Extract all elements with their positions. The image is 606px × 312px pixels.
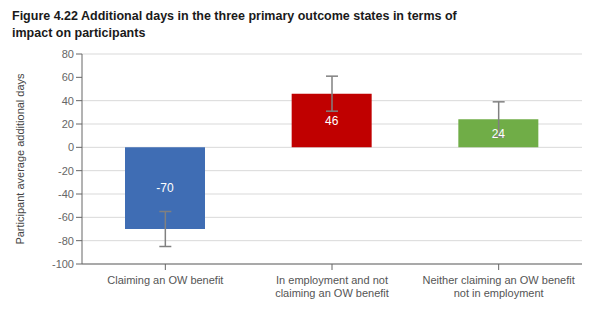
svg-text:-70: -70 bbox=[156, 181, 174, 195]
svg-text:20: 20 bbox=[62, 118, 74, 130]
svg-text:-20: -20 bbox=[58, 165, 74, 177]
svg-text:Claiming an OW benefit: Claiming an OW benefit bbox=[107, 274, 223, 286]
svg-text:40: 40 bbox=[62, 95, 74, 107]
svg-text:-60: -60 bbox=[58, 211, 74, 223]
svg-text:24: 24 bbox=[492, 127, 506, 141]
svg-text:46: 46 bbox=[325, 114, 339, 128]
svg-text:0: 0 bbox=[68, 141, 74, 153]
svg-text:Participant average additional: Participant average additional days bbox=[14, 73, 26, 245]
svg-text:In employment and notclaiming: In employment and notclaiming an OW bene… bbox=[275, 274, 389, 299]
html-text:impact on participants: impact on participants bbox=[12, 26, 146, 40]
svg-text:60: 60 bbox=[62, 71, 74, 83]
svg-text:-80: -80 bbox=[58, 235, 74, 247]
svg-text:80: 80 bbox=[62, 48, 74, 60]
svg-text:-100: -100 bbox=[52, 258, 74, 270]
html-text:Figure 4.22 Additional days in: Figure 4.22 Additional days in the three… bbox=[12, 9, 457, 23]
svg-text:-40: -40 bbox=[58, 188, 74, 200]
svg-text:Neither claiming an OW benefit: Neither claiming an OW benefitnot in emp… bbox=[423, 274, 575, 299]
